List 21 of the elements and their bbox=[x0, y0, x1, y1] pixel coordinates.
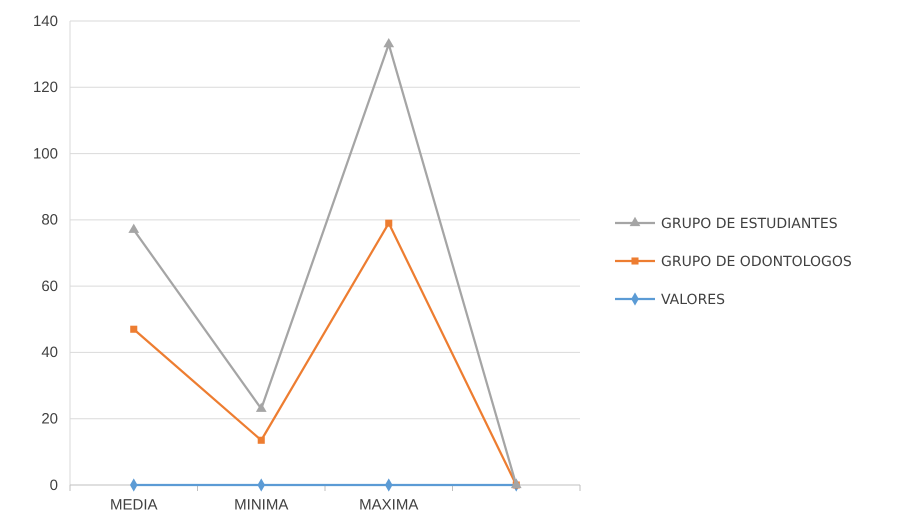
y-tick-label: 0 bbox=[50, 476, 58, 494]
x-tick-label: MINIMA bbox=[234, 496, 288, 514]
point bbox=[383, 38, 394, 48]
point bbox=[510, 478, 522, 488]
y-tick-label: 60 bbox=[41, 278, 58, 295]
y-tick-label: 100 bbox=[32, 145, 58, 162]
point bbox=[130, 326, 138, 333]
point bbox=[256, 402, 267, 412]
y-tick-label: 20 bbox=[41, 410, 58, 428]
y-tick-label: 40 bbox=[41, 344, 58, 362]
y-tick-label: 120 bbox=[32, 79, 58, 96]
x-tick-label: MEDIA bbox=[110, 496, 158, 514]
legend-label: GRUPO DE ESTUDIANTES bbox=[661, 216, 838, 232]
point bbox=[128, 224, 140, 233]
point bbox=[385, 220, 392, 227]
legend-label: GRUPO DE ODONTOLOGOS bbox=[661, 254, 852, 270]
x-tick-label: MAXIMA bbox=[359, 496, 418, 514]
legend-label: VALORES bbox=[661, 292, 726, 308]
y-tick-label: 80 bbox=[41, 212, 58, 229]
y-tick-label: 140 bbox=[32, 12, 58, 30]
point bbox=[258, 436, 265, 444]
